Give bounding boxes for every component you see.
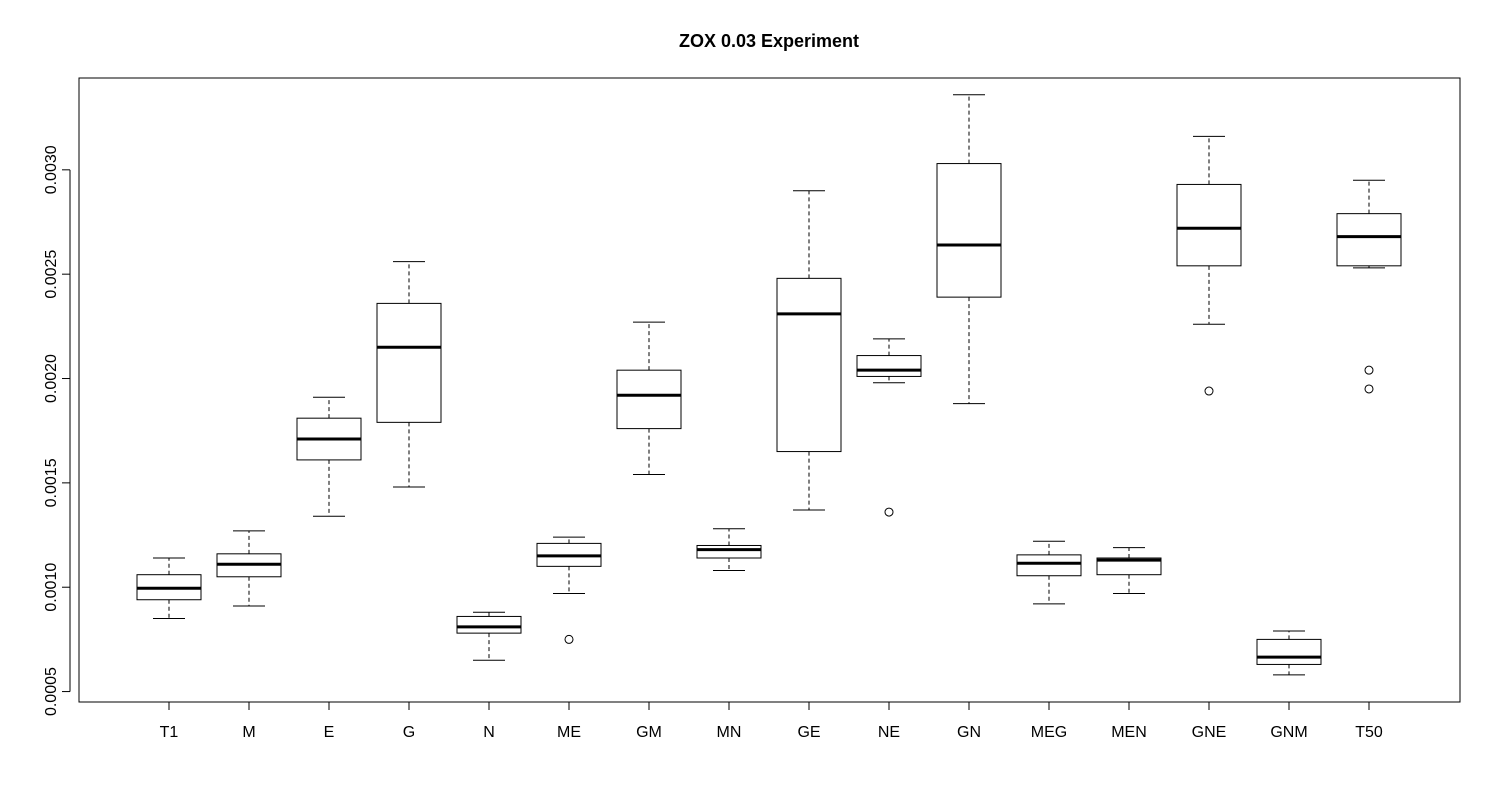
box-t50 bbox=[1336, 179, 1402, 394]
iqr-box bbox=[1096, 557, 1162, 576]
x-axis: T1 M E G N ME GM MN GE NE GN MEG MEN GNE GNM T50 bbox=[160, 701, 1383, 741]
iqr-box bbox=[936, 163, 1002, 298]
x-tick-label: ME bbox=[557, 724, 581, 741]
x-tick-label: GNM bbox=[1270, 724, 1307, 741]
iqr-box bbox=[856, 355, 922, 377]
outlier-point bbox=[1204, 386, 1214, 396]
x-tick-label: GE bbox=[797, 724, 820, 741]
plot-frame bbox=[78, 77, 1461, 703]
iqr-box bbox=[616, 369, 682, 430]
box-mn bbox=[696, 528, 762, 572]
iqr-box bbox=[776, 277, 842, 453]
y-axis: 0.0005 0.0010 0.0015 0.0020 0.0025 0.0030 bbox=[43, 145, 71, 716]
x-tick-label: MN bbox=[717, 724, 742, 741]
iqr-box bbox=[456, 615, 522, 634]
x-tick-label: MEN bbox=[1111, 724, 1147, 741]
box-gn bbox=[936, 94, 1002, 405]
x-tick-label: E bbox=[324, 724, 335, 741]
y-tick-label: 0.0015 bbox=[43, 458, 60, 507]
iqr-box bbox=[1016, 554, 1082, 577]
boxes-group bbox=[136, 94, 1402, 676]
box-n bbox=[456, 611, 522, 661]
box-men bbox=[1096, 547, 1162, 594]
outlier-point bbox=[564, 634, 574, 644]
iqr-box bbox=[696, 544, 762, 559]
box-g bbox=[376, 261, 442, 488]
x-tick-label: T1 bbox=[160, 724, 179, 741]
iqr-box bbox=[1176, 183, 1242, 267]
box-gm bbox=[616, 321, 682, 476]
x-tick-label: GN bbox=[957, 724, 981, 741]
x-tick-label: NE bbox=[878, 724, 900, 741]
y-tick-label: 0.0020 bbox=[43, 354, 60, 403]
box-m bbox=[216, 530, 282, 607]
y-tick-label: 0.0010 bbox=[43, 563, 60, 612]
iqr-box bbox=[1256, 638, 1322, 665]
box-me bbox=[536, 536, 602, 644]
iqr-box bbox=[1336, 213, 1402, 267]
box-e bbox=[296, 396, 362, 517]
box-t1 bbox=[136, 557, 202, 620]
outlier-point bbox=[1364, 384, 1374, 394]
y-tick-label: 0.0030 bbox=[43, 145, 60, 194]
iqr-box bbox=[376, 302, 442, 423]
chart-title: ZOX 0.03 Experiment bbox=[679, 31, 859, 51]
box-ge bbox=[776, 190, 842, 511]
box-meg bbox=[1016, 540, 1082, 605]
x-tick-label: N bbox=[483, 724, 495, 741]
x-tick-label: GM bbox=[636, 724, 662, 741]
x-tick-label: MEG bbox=[1031, 724, 1067, 741]
x-tick-label: M bbox=[242, 724, 255, 741]
y-tick-label: 0.0025 bbox=[43, 250, 60, 299]
x-tick-label: T50 bbox=[1355, 724, 1383, 741]
x-tick-label: G bbox=[403, 724, 415, 741]
box-ne bbox=[856, 338, 922, 517]
x-tick-label: GNE bbox=[1192, 724, 1227, 741]
outlier-point bbox=[884, 507, 894, 517]
outlier-point bbox=[1364, 365, 1374, 375]
box-gne bbox=[1176, 135, 1242, 396]
box-gnm bbox=[1256, 630, 1322, 676]
y-tick-label: 0.0005 bbox=[43, 667, 60, 716]
